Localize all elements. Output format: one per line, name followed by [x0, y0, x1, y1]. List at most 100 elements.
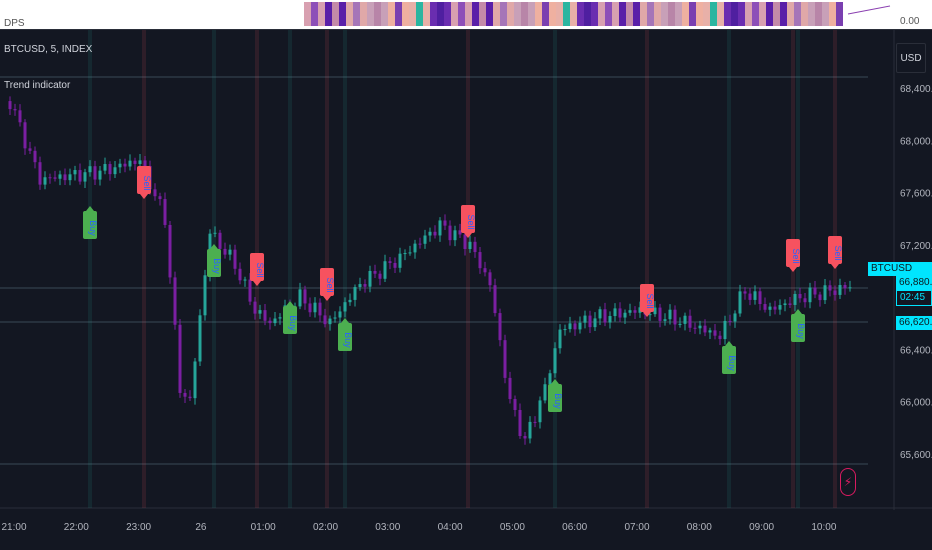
strip-cell: [619, 2, 626, 26]
candle-body: [183, 392, 187, 397]
candle-body: [333, 317, 337, 319]
buy-signal-label[interactable]: Buy: [83, 206, 98, 239]
price-tick-label: 67,600.00: [900, 189, 932, 200]
indicator-title[interactable]: Trend indicator: [4, 80, 71, 91]
candle-body: [813, 287, 817, 295]
candle-body: [728, 320, 732, 322]
candle-body: [563, 329, 567, 331]
sell-signal-label[interactable]: Sell: [828, 236, 843, 269]
candle-body: [383, 261, 387, 279]
candle-body: [378, 273, 382, 279]
svg-text:Buy: Buy: [343, 332, 353, 348]
candle-body: [583, 315, 587, 323]
candle-body: [423, 235, 427, 244]
signal-band: [645, 30, 649, 508]
candle-body: [178, 324, 182, 393]
candle-body: [798, 293, 802, 299]
candle-body: [128, 160, 132, 167]
candle-body: [268, 320, 272, 324]
currency-button[interactable]: USD: [896, 43, 926, 73]
strip-cell: [332, 2, 339, 26]
candle-body: [538, 400, 542, 423]
strip-cell: [703, 2, 710, 26]
strip-cell: [430, 2, 437, 26]
candle-body: [323, 315, 327, 325]
candle-body: [318, 302, 322, 316]
candle-body: [488, 272, 492, 286]
sell-signal-label[interactable]: Sell: [640, 284, 655, 317]
candle-body: [598, 309, 602, 319]
candle-body: [698, 325, 702, 329]
candle-body: [623, 312, 627, 318]
buy-signal-label[interactable]: Buy: [548, 379, 563, 412]
buy-signal-label[interactable]: Buy: [338, 318, 353, 351]
time-tick-label: 02:00: [313, 522, 338, 533]
candle-body: [153, 189, 157, 197]
candle-body: [278, 317, 282, 319]
candle-body: [668, 309, 672, 320]
signal-band: [553, 30, 557, 508]
candle-body: [53, 177, 57, 179]
candle-body: [653, 307, 657, 315]
strip-cell: [360, 2, 367, 26]
strip-cell: [787, 2, 794, 26]
strip-cell: [689, 2, 696, 26]
candle-body: [213, 232, 217, 234]
svg-text:Sell: Sell: [142, 175, 152, 190]
candle-body: [678, 323, 682, 325]
buy-signal-label[interactable]: Buy: [791, 309, 806, 342]
svg-text:Sell: Sell: [325, 277, 335, 292]
candle-body: [588, 315, 592, 328]
svg-text:Sell: Sell: [466, 214, 476, 229]
svg-text:Buy: Buy: [553, 393, 563, 409]
strip-cell: [584, 2, 591, 26]
sell-signal-label[interactable]: Sell: [786, 239, 801, 272]
candle-body: [68, 174, 72, 181]
sell-signal-label[interactable]: Sell: [250, 253, 265, 286]
lightning-icon[interactable]: ⚡: [840, 468, 856, 496]
sell-signal-label[interactable]: Sell: [320, 268, 335, 301]
buy-signal-label[interactable]: Buy: [207, 244, 222, 277]
sell-signal-label[interactable]: Sell: [461, 205, 476, 238]
strip-cell: [668, 2, 675, 26]
candle-body: [18, 110, 22, 123]
strip-cell: [773, 2, 780, 26]
candle-body: [93, 166, 97, 180]
candle-body: [638, 307, 642, 313]
signal-band: [88, 30, 92, 508]
strip-cell: [640, 2, 647, 26]
candle-body: [108, 164, 112, 175]
candle-body: [518, 409, 522, 437]
strip-cell: [458, 2, 465, 26]
strip-cell: [738, 2, 745, 26]
heatmap-strip: [304, 2, 891, 26]
candle-body: [233, 249, 237, 269]
strip-cell: [388, 2, 395, 26]
strip-cell: [304, 2, 311, 26]
candle-body: [78, 170, 82, 182]
buy-signal-label[interactable]: Buy: [283, 301, 298, 334]
strip-cell: [437, 2, 444, 26]
candle-body: [673, 309, 677, 325]
pane-divider[interactable]: [0, 29, 932, 30]
strip-cell: [416, 2, 423, 26]
buy-signal-label[interactable]: Buy: [722, 341, 737, 374]
price-chart[interactable]: 68,400.00 68,000.00 67,600.00 67,200.00 66,8…: [0, 30, 932, 550]
candle-body: [313, 302, 317, 313]
line-price-value: 66,620.80: [899, 317, 932, 328]
time-tick-label: 09:00: [749, 522, 774, 533]
candle-body: [48, 177, 52, 179]
sell-signal-label[interactable]: Sell: [137, 166, 152, 199]
symbol-title[interactable]: BTCUSD, 5, INDEX: [4, 44, 93, 55]
svg-text:Buy: Buy: [88, 220, 98, 236]
time-tick-label: 07:00: [624, 522, 649, 533]
candle-body: [573, 323, 577, 330]
candle-body: [173, 277, 177, 325]
strip-cell: [605, 2, 612, 26]
time-tick-label: 23:00: [126, 522, 151, 533]
strip-cell: [556, 2, 563, 26]
candle-body: [603, 309, 607, 323]
svg-text:Buy: Buy: [288, 315, 298, 331]
candle-body: [328, 318, 332, 325]
strip-cell: [836, 2, 843, 26]
